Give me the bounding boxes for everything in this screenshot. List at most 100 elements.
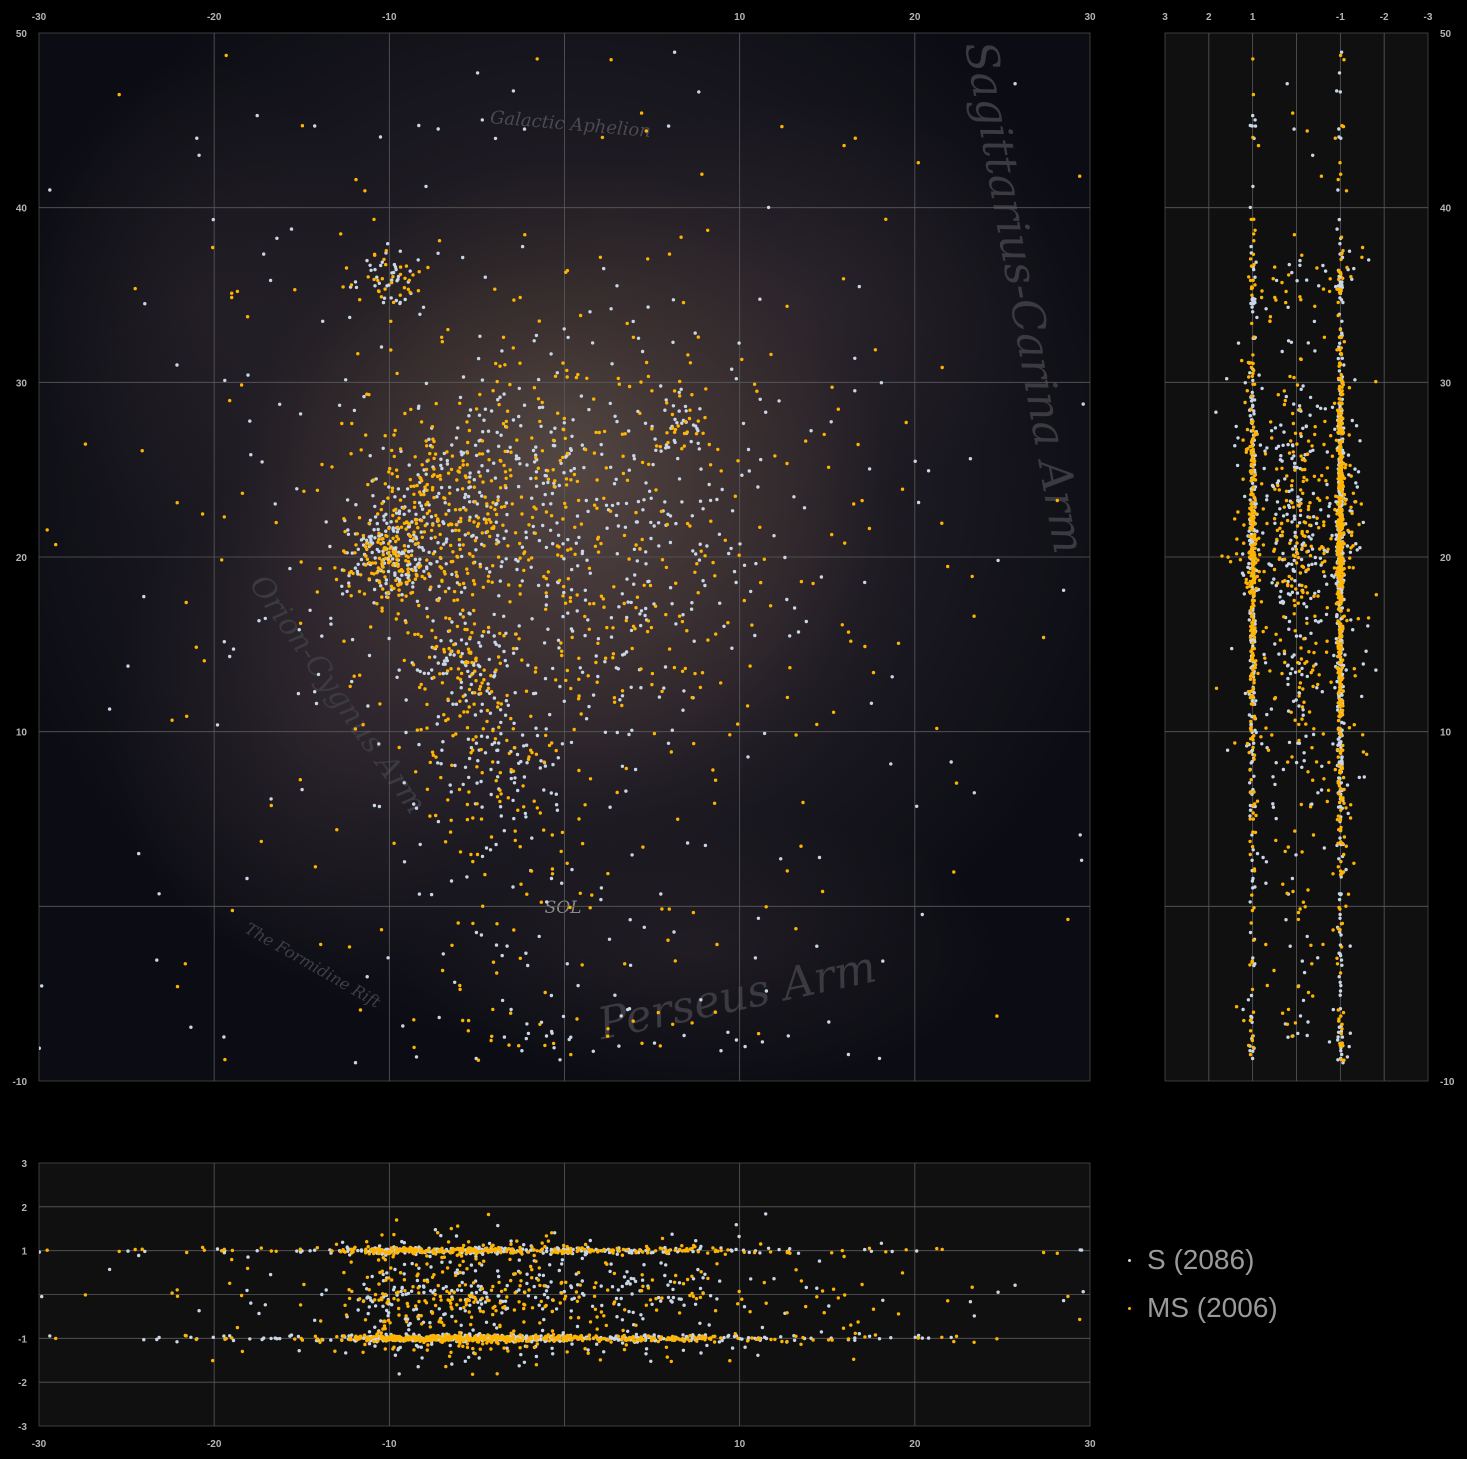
y-tick-label: -10 <box>13 1077 28 1088</box>
data-point <box>1102 994 1105 997</box>
data-point <box>1263 656 1267 660</box>
data-point <box>673 427 678 432</box>
data-point <box>1324 479 1328 483</box>
data-point <box>1289 710 1293 714</box>
x-tick-label: 1 <box>1250 12 1256 23</box>
data-point <box>465 463 469 467</box>
data-point <box>1312 474 1317 478</box>
data-point <box>760 1040 765 1044</box>
data-point <box>513 776 517 780</box>
data-point <box>40 1294 44 1299</box>
data-point <box>479 747 483 752</box>
data-point <box>638 547 642 551</box>
data-point <box>480 854 485 859</box>
data-point <box>328 544 332 549</box>
data-point <box>605 526 609 530</box>
data-point <box>391 563 395 567</box>
data-point <box>1374 379 1378 384</box>
data-point <box>550 833 554 837</box>
data-point <box>473 538 478 543</box>
data-point <box>386 590 390 595</box>
x-tick-label: -3 <box>1424 12 1433 23</box>
data-point <box>454 732 458 736</box>
data-point <box>475 71 480 75</box>
data-point <box>223 378 227 383</box>
data-point <box>1253 532 1257 537</box>
data-point <box>1288 671 1293 676</box>
data-point <box>1275 581 1280 585</box>
data-point <box>701 431 705 435</box>
data-point <box>595 506 599 510</box>
data-point <box>640 537 644 542</box>
data-point <box>1320 473 1324 478</box>
data-point <box>1308 395 1313 400</box>
data-point <box>376 527 380 532</box>
data-point <box>1253 802 1257 806</box>
data-point <box>458 987 462 992</box>
data-point <box>1292 233 1297 237</box>
data-point <box>459 654 463 659</box>
data-point <box>649 496 653 500</box>
data-point <box>1331 872 1335 876</box>
data-point <box>372 277 376 282</box>
data-point <box>614 1296 619 1301</box>
data-point <box>802 506 807 510</box>
data-point <box>1339 570 1344 575</box>
data-point <box>602 1350 606 1354</box>
data-point <box>340 592 345 596</box>
data-point <box>487 657 491 662</box>
data-point <box>458 401 462 405</box>
data-point <box>1297 704 1301 708</box>
data-point <box>742 598 746 603</box>
data-point <box>474 548 478 552</box>
data-point <box>1313 555 1318 560</box>
data-point <box>732 569 737 574</box>
data-point <box>503 449 507 454</box>
data-point <box>561 594 565 598</box>
data-point <box>736 459 740 463</box>
data-point <box>1338 795 1343 799</box>
data-point <box>804 439 808 443</box>
data-point <box>1285 664 1290 668</box>
data-point <box>407 522 412 526</box>
data-point <box>1298 571 1303 575</box>
data-point <box>608 509 613 513</box>
data-point <box>444 512 448 516</box>
data-point <box>660 558 665 562</box>
data-point <box>430 445 434 449</box>
data-point <box>609 58 613 62</box>
data-point <box>376 289 381 293</box>
data-point <box>479 933 484 937</box>
data-point <box>155 958 159 962</box>
data-point <box>549 1280 553 1284</box>
data-point <box>189 1335 193 1340</box>
data-point <box>606 1027 610 1031</box>
data-point <box>537 319 541 323</box>
data-point <box>419 504 423 508</box>
data-point <box>532 339 536 343</box>
data-point <box>1364 649 1368 653</box>
data-point <box>1336 542 1340 546</box>
data-point <box>666 445 671 449</box>
data-point <box>184 600 188 605</box>
data-point <box>1252 691 1256 695</box>
data-point <box>1337 975 1341 979</box>
data-point <box>377 580 382 585</box>
data-point <box>642 925 646 929</box>
data-point <box>1252 239 1256 243</box>
data-point <box>1317 478 1321 482</box>
data-point <box>1346 453 1351 457</box>
data-point <box>1228 560 1233 564</box>
data-point <box>1269 707 1274 711</box>
data-point <box>867 526 872 531</box>
data-point <box>734 1038 739 1042</box>
data-point <box>1262 569 1266 574</box>
data-point <box>418 490 422 494</box>
data-point <box>569 1309 573 1313</box>
data-point <box>1264 625 1268 630</box>
data-point <box>690 393 694 397</box>
data-point <box>1322 551 1326 556</box>
data-point <box>402 544 407 548</box>
